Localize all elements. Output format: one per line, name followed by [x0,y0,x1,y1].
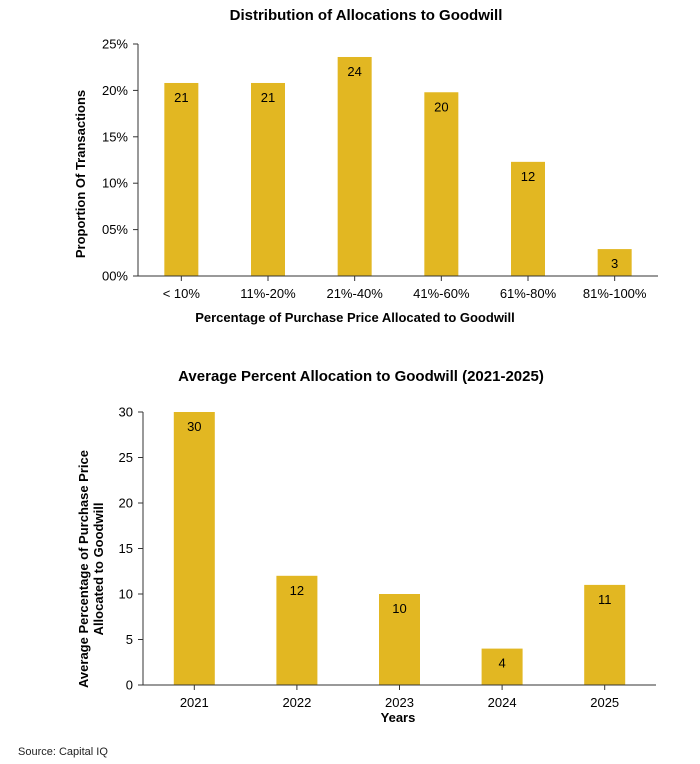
chart-average-allocation: Average Percent Allocation to Goodwill (… [76,368,656,725]
c1-bar [597,249,632,276]
c2-x-tick-label: 2024 [488,695,517,710]
chart-allocation-distribution: Distribution of Allocations to Goodwill … [73,7,658,325]
c2-y-tick-label: 0 [126,678,133,693]
chart2-x-axis-title: Years [381,710,416,725]
c2-x-tick-label: 2022 [282,695,311,710]
chart1-y-axis-title: Proportion Of Transactions [73,90,88,258]
c2-bar [379,594,420,685]
c1-bar [251,82,285,276]
c2-bar-data-label: 4 [498,656,505,671]
c1-bar [337,56,372,276]
c1-y-tick-label: 05% [102,222,128,237]
c1-bar-data-label: 20 [434,99,448,114]
c1-x-tick-label: 21%-40% [326,286,383,301]
c1-bar-data-label: 24 [347,64,361,79]
c1-y-tick-label: 25% [102,37,128,52]
c2-y-tick-label: 10 [119,587,133,602]
c1-x-tick-label: < 10% [163,286,201,301]
c2-y-tick-label: 15 [119,541,133,556]
chart2-y-axis-title-line2: Allocated to Goodwill [91,503,106,636]
c1-bar-data-label: 3 [611,256,618,271]
c1-bar-data-label: 21 [261,90,275,105]
c2-x-tick-label: 2021 [180,695,209,710]
source-note: Source: Capital IQ [18,746,108,758]
chart2-title: Average Percent Allocation to Goodwill (… [178,368,544,385]
c2-bar [173,412,215,685]
c1-bar [164,82,199,276]
c2-y-tick-label: 25 [119,450,133,465]
c2-y-tick-label: 20 [119,496,133,511]
c1-x-tick-label: 41%-60% [413,286,470,301]
c1-bar [511,161,545,276]
c2-bar-data-label: 10 [392,601,406,616]
c2-bar [276,575,318,685]
c1-y-tick-label: 10% [102,176,128,191]
c2-x-tick-label: 2025 [590,695,619,710]
c1-y-tick-label: 20% [102,83,128,98]
chart2-y-axis-title-line1: Average Percentage of Purchase Price [76,450,91,688]
c2-bar [584,584,626,685]
c2-x-tick-label: 2023 [385,695,414,710]
chart1-x-axis-title: Percentage of Purchase Price Allocated t… [195,310,515,325]
c1-bar-data-label: 21 [174,90,188,105]
c1-x-tick-label: 81%-100% [583,286,647,301]
c2-bar [481,648,523,685]
c2-bar-data-label: 30 [187,419,201,434]
c2-y-tick-label: 30 [119,405,133,420]
c2-bar-data-label: 11 [598,592,612,607]
c1-bar [424,92,459,276]
c2-y-tick-label: 5 [126,632,133,647]
c1-x-tick-label: 61%-80% [500,286,557,301]
c1-bar-data-label: 12 [521,169,535,184]
c1-x-tick-label: 11%-20% [240,286,296,301]
chart1-title: Distribution of Allocations to Goodwill [230,7,503,24]
c1-y-tick-label: 00% [102,269,128,284]
c2-bar-data-label: 12 [290,583,304,598]
c1-y-tick-label: 15% [102,129,128,144]
